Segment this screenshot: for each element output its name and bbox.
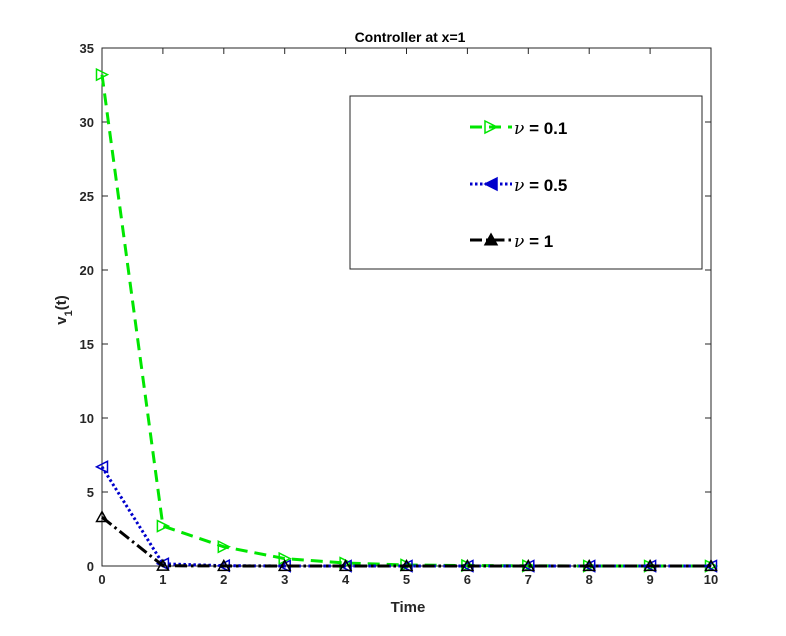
y-tick-label: 5 xyxy=(87,485,94,500)
series-3-marker xyxy=(704,558,718,572)
series-3-marker xyxy=(95,510,109,523)
series-1-marker xyxy=(217,540,231,554)
legend-label-2: ν = 0.5 xyxy=(514,176,567,196)
y-tick-label: 0 xyxy=(87,559,94,574)
y-tick-label: 35 xyxy=(80,41,94,56)
legend-marker-1 xyxy=(484,119,499,135)
series-3-marker xyxy=(156,558,170,571)
x-tick-label: 8 xyxy=(586,572,593,587)
x-tick-label: 4 xyxy=(342,572,350,587)
y-axis-label: v1(t) xyxy=(53,295,75,324)
x-tick-label: 7 xyxy=(525,572,532,587)
y-axis-label-tail: (t) xyxy=(53,295,70,310)
series-3-marker xyxy=(217,558,231,572)
series-2-marker xyxy=(521,559,535,573)
legend-symbol-1: ν xyxy=(514,119,524,139)
x-tick-label: 3 xyxy=(281,572,288,587)
legend-symbol-2: ν xyxy=(514,176,524,196)
x-axis-label: Time xyxy=(391,599,426,616)
series-1-marker xyxy=(95,67,110,82)
legend-symbol-3: ν xyxy=(514,232,524,252)
chart-title: Controller at x=1 xyxy=(355,29,466,45)
series-3-marker xyxy=(643,558,657,572)
series-2-marker xyxy=(703,559,718,573)
legend-marker-3 xyxy=(483,232,499,246)
series-1-marker xyxy=(156,519,171,533)
legend-value-3: = 1 xyxy=(524,232,553,251)
series-3-marker xyxy=(399,558,414,572)
legend-label-3: ν = 1 xyxy=(514,232,553,252)
y-tick-label: 30 xyxy=(80,115,94,130)
plot-area: 0 1 2 3 4 5 6 7 8 9 10 0 5 10 15 20 25 30 35 xyxy=(80,41,719,587)
series-line-3 xyxy=(101,515,711,568)
x-tick-label: 0 xyxy=(98,572,105,587)
series-3-marker xyxy=(582,558,596,572)
x-tick-label: 5 xyxy=(403,572,410,587)
series-2-marker xyxy=(338,559,352,573)
y-tick-label: 20 xyxy=(80,263,94,278)
x-tick-label: 2 xyxy=(220,572,227,587)
legend-value-1: = 0.1 xyxy=(524,119,567,138)
y-axis-label-subscript: 1 xyxy=(63,310,75,316)
legend-box xyxy=(349,95,703,270)
series-3-marker xyxy=(460,558,475,572)
legend-entries: ν = 0.1ν = 0.5ν = 1 xyxy=(470,119,567,252)
x-tick-label: 9 xyxy=(646,572,653,587)
legend-label-1: ν = 0.1 xyxy=(514,119,567,139)
legend: ν = 0.1ν = 0.5ν = 1 xyxy=(349,95,703,270)
legend-marker-2 xyxy=(483,176,498,192)
series-3-marker xyxy=(338,558,353,572)
y-tick-label: 25 xyxy=(80,189,94,204)
series-2-marker xyxy=(94,460,109,474)
series-3-marker xyxy=(521,558,536,572)
x-tick-label: 10 xyxy=(704,572,718,587)
series-3-marker xyxy=(277,558,292,572)
legend-value-2: = 0.5 xyxy=(524,176,567,195)
series-2-marker xyxy=(582,559,596,573)
y-axis-label-main: v xyxy=(53,316,70,325)
y-tick-label: 10 xyxy=(80,411,94,426)
x-tick-label: 6 xyxy=(464,572,471,587)
x-tick-label: 1 xyxy=(159,572,166,587)
y-tick-label: 15 xyxy=(80,337,94,352)
